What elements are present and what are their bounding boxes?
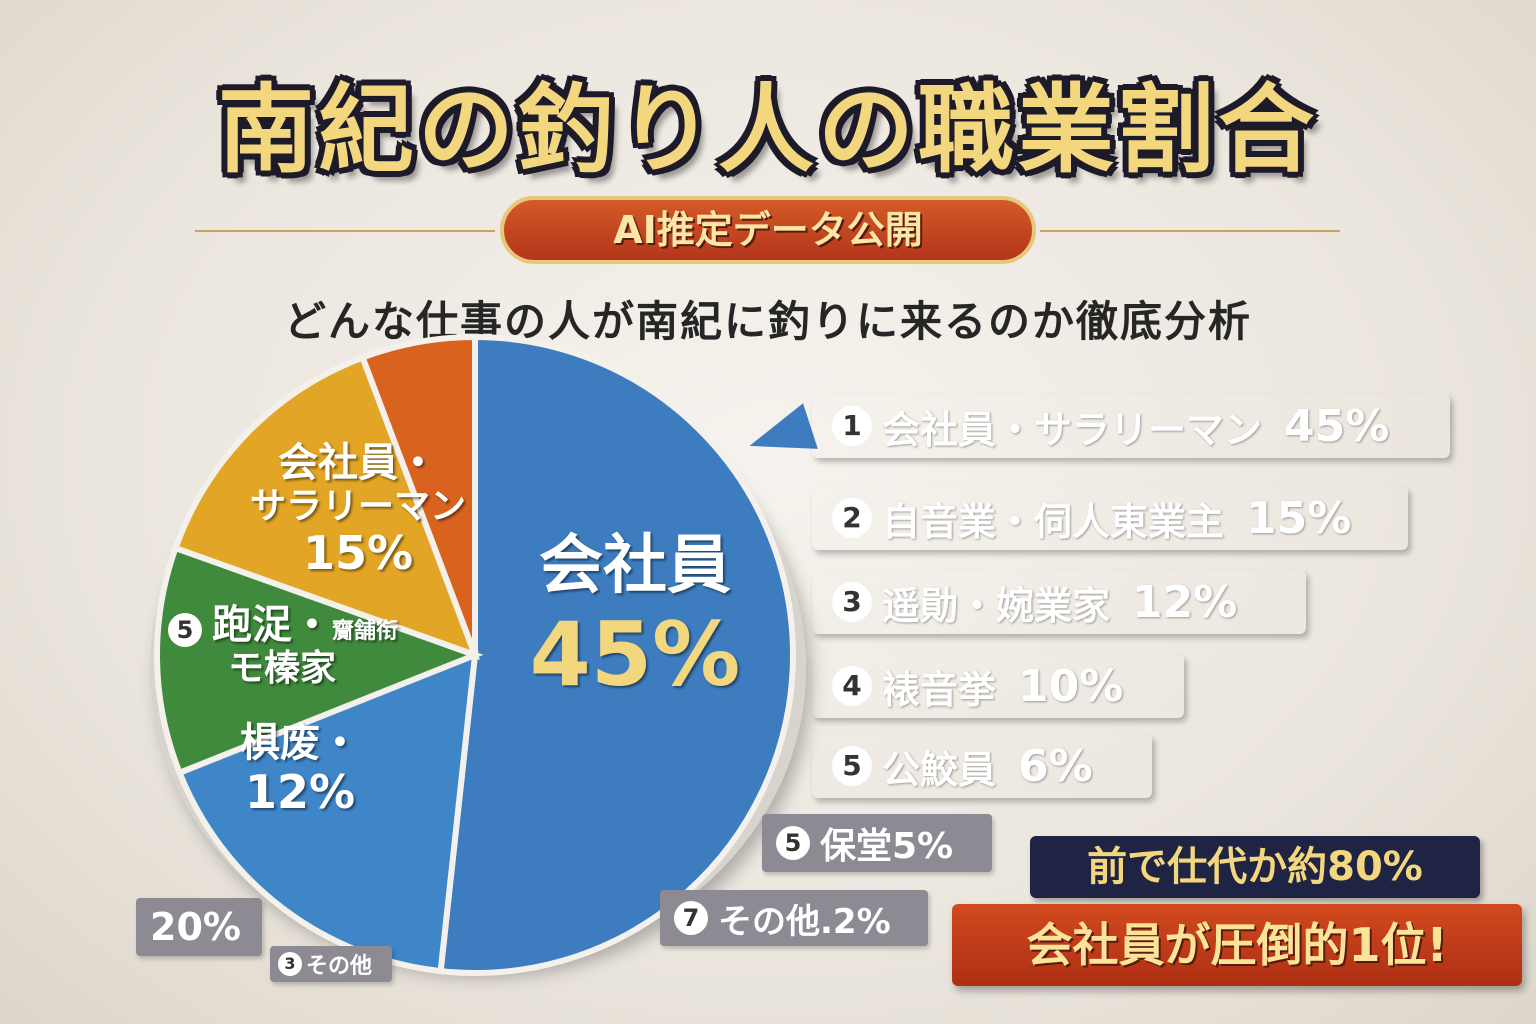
legend-pct-3: 12% xyxy=(1132,576,1238,628)
legend-name-2: 自音業・伺人東業主 xyxy=(882,499,1225,544)
pie-slices xyxy=(154,333,796,976)
badge-line-left xyxy=(195,230,495,232)
summary-line-2: 会社員が圧倒的1位! xyxy=(952,904,1522,986)
pie-label-upper-pct: 15% xyxy=(302,526,414,581)
legend-name-4: 裱音挙 xyxy=(882,667,997,712)
summary-line-1: 前で仕代か約80% xyxy=(1030,836,1480,898)
pie-label-green-name-2: モ榛家 xyxy=(228,648,337,689)
pie-slice-4 xyxy=(171,353,481,661)
tag-hodo-number: 5 xyxy=(776,826,810,860)
tag-other-3: 3 その他 xyxy=(270,946,392,982)
legend-pct-5: 6% xyxy=(1018,740,1093,792)
tag-other-2-text: その他.2% xyxy=(718,901,891,942)
pie-label-upper-name-1: 会社員・ xyxy=(278,440,438,486)
legend-name-3: 遥勛・婉業家 xyxy=(882,583,1111,628)
badge-area: AI推定データ公開 xyxy=(0,196,1536,266)
badge-line-right xyxy=(1040,230,1340,232)
tag-other-3-text: その他 xyxy=(306,954,373,979)
pie-label-green-name-small: 齎舗衔 xyxy=(332,619,399,644)
pie-slice-3 xyxy=(154,544,484,777)
ai-data-badge: AI推定データ公開 xyxy=(500,196,1036,264)
legend-pct-1: 45% xyxy=(1284,400,1390,452)
tag-other-3-number: 3 xyxy=(278,952,302,976)
pie-label-main-pct: 45% xyxy=(529,602,741,706)
legend-item-3: 3 遥勛・婉業家 12% xyxy=(812,570,1306,634)
tag-other-2: 7 その他.2% xyxy=(660,890,928,946)
tag-hodo: 5 保堂5% xyxy=(762,814,992,872)
pie-slice-1 xyxy=(437,333,796,976)
pie-label-yellow-name: 椇废・ xyxy=(240,720,360,766)
pie-label-upper-name-2: サラリーマン xyxy=(249,486,466,527)
pie-label-main: 会社員 45% xyxy=(500,529,770,706)
pie-label-green: 5 跑浞・齎舗衔 モ榛家 xyxy=(168,602,418,689)
legend-name-1: 会社員・サラリーマン xyxy=(882,407,1263,452)
pie-label-yellow-pct: 12% xyxy=(244,765,356,819)
legend-number-3: 3 xyxy=(832,582,872,622)
legend-item-5: 5 公鮫員 6% xyxy=(812,734,1152,798)
tag-20pct-text: 20% xyxy=(150,905,241,949)
pie-label-yellow: 椇废・ 12% xyxy=(200,720,400,819)
legend-number-5: 5 xyxy=(832,746,872,786)
legend-item-2: 2 自音業・伺人東業主 15% xyxy=(812,486,1408,550)
legend-pct-2: 15% xyxy=(1246,492,1352,544)
legend-number-4: 4 xyxy=(832,666,872,706)
pie-slice-5 xyxy=(358,333,478,657)
pie-slice-2 xyxy=(175,650,479,975)
legend-item-1: 1 会社員・サラリーマン 45% xyxy=(812,394,1450,458)
tag-hodo-text: 保堂5% xyxy=(820,826,954,867)
pie-label-main-name: 会社員 xyxy=(539,529,731,603)
tag-20pct: 20% xyxy=(136,898,262,956)
legend-number-1: 1 xyxy=(832,406,872,446)
legend-number-2: 2 xyxy=(832,498,872,538)
page-title: 南紀の釣り人の職業割合 xyxy=(218,74,1318,186)
tag-other-2-number: 7 xyxy=(674,901,708,935)
pie-label-green-number: 5 xyxy=(168,613,202,647)
pie-label-green-name-1: 跑浞・ xyxy=(212,602,332,648)
legend-pct-4: 10% xyxy=(1018,660,1124,712)
legend-name-5: 公鮫員 xyxy=(882,747,997,792)
pie-label-green-line1: 5 跑浞・齎舗衔 xyxy=(168,602,418,648)
legend-item-4: 4 裱音挙 10% xyxy=(812,654,1184,718)
pie-label-upper: 会社員・ サラリーマン 15% xyxy=(228,440,488,580)
